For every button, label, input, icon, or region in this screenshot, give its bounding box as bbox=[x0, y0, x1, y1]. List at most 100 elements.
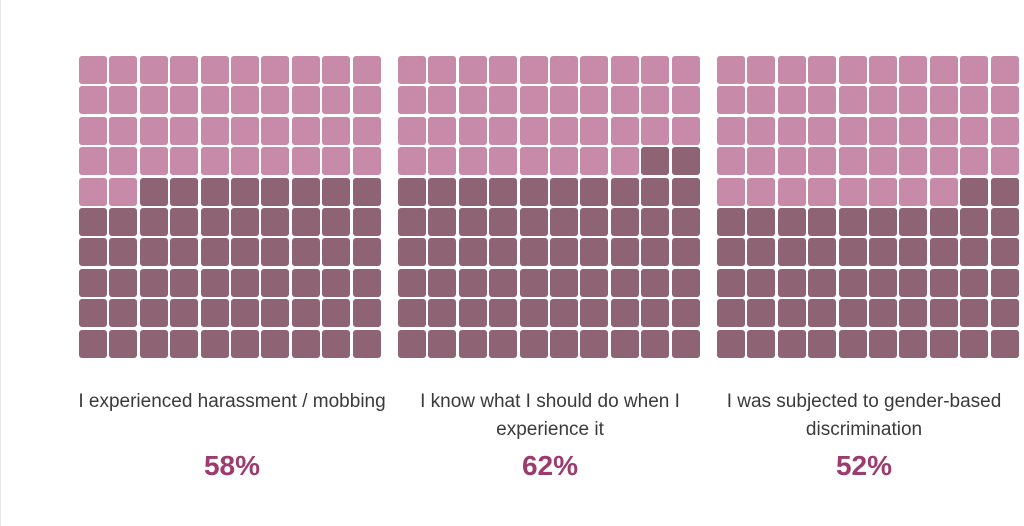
waffle-cell-filled bbox=[519, 177, 548, 206]
waffle-cell-filled bbox=[777, 299, 806, 328]
waffle-cell-empty bbox=[109, 147, 138, 176]
waffle-cell-filled bbox=[580, 268, 609, 297]
waffle-chart-1 bbox=[79, 56, 383, 360]
waffle-cell-filled bbox=[291, 329, 320, 358]
waffle-grid bbox=[79, 56, 383, 360]
waffle-cell-filled bbox=[352, 177, 381, 206]
waffle-cell-filled bbox=[322, 329, 351, 358]
waffle-cell-filled bbox=[261, 329, 290, 358]
waffle-cell-empty bbox=[899, 177, 928, 206]
waffle-cell-filled bbox=[960, 177, 989, 206]
waffle-cell-filled bbox=[291, 238, 320, 267]
waffle-cell-filled bbox=[352, 238, 381, 267]
waffle-cell-filled bbox=[291, 177, 320, 206]
waffle-cell-empty bbox=[747, 86, 776, 115]
waffle-cell-empty bbox=[580, 56, 609, 84]
waffle-cell-filled bbox=[960, 268, 989, 297]
waffle-cell-filled bbox=[990, 268, 1019, 297]
waffle-cell-filled bbox=[610, 238, 639, 267]
waffle-cell-filled bbox=[899, 208, 928, 236]
waffle-cell-filled bbox=[489, 268, 518, 297]
waffle-cell-filled bbox=[641, 238, 670, 267]
waffle-cell-empty bbox=[109, 177, 138, 206]
waffle-cell-filled bbox=[519, 268, 548, 297]
waffle-cell-empty bbox=[398, 86, 426, 115]
waffle-cell-filled bbox=[929, 208, 958, 236]
waffle-cell-filled bbox=[899, 299, 928, 328]
waffle-cell-filled bbox=[109, 299, 138, 328]
left-border bbox=[0, 0, 1, 526]
waffle-cell-filled bbox=[139, 268, 168, 297]
waffle-cell-empty bbox=[428, 147, 457, 176]
waffle-cell-empty bbox=[458, 86, 487, 115]
waffle-cell-empty bbox=[929, 177, 958, 206]
waffle-cell-empty bbox=[79, 56, 107, 84]
chart-caption-2: I know what I should do when I experienc… bbox=[420, 391, 680, 440]
waffle-cell-empty bbox=[990, 116, 1019, 145]
waffle-cell-filled bbox=[869, 208, 897, 236]
waffle-cell-filled bbox=[990, 238, 1019, 267]
waffle-cell-filled bbox=[139, 299, 168, 328]
waffle-cell-filled bbox=[808, 268, 837, 297]
waffle-cell-empty bbox=[261, 56, 290, 84]
waffle-cell-filled bbox=[610, 329, 639, 358]
waffle-cell-filled bbox=[929, 238, 958, 267]
waffle-chart-3 bbox=[717, 56, 1021, 360]
waffle-cell-empty bbox=[960, 86, 989, 115]
waffle-cell-empty bbox=[109, 116, 138, 145]
waffle-cell-empty bbox=[717, 177, 745, 206]
waffle-cell-filled bbox=[960, 329, 989, 358]
waffle-cell-filled bbox=[929, 299, 958, 328]
waffle-cell-filled bbox=[960, 238, 989, 267]
waffle-cell-empty bbox=[291, 147, 320, 176]
waffle-cell-empty bbox=[869, 147, 897, 176]
waffle-cell-filled bbox=[79, 268, 107, 297]
waffle-cell-filled bbox=[717, 208, 745, 236]
waffle-cell-filled bbox=[641, 299, 670, 328]
waffle-cell-filled bbox=[519, 329, 548, 358]
waffle-cell-filled bbox=[717, 238, 745, 267]
waffle-cell-filled bbox=[352, 329, 381, 358]
waffle-cell-filled bbox=[990, 329, 1019, 358]
waffle-cell-filled bbox=[671, 147, 700, 176]
waffle-cell-empty bbox=[808, 147, 837, 176]
waffle-cell-filled bbox=[899, 329, 928, 358]
waffle-cell-empty bbox=[838, 86, 867, 115]
waffle-cell-filled bbox=[960, 208, 989, 236]
waffle-cell-filled bbox=[929, 268, 958, 297]
waffle-cell-empty bbox=[231, 56, 259, 84]
waffle-cell-empty bbox=[109, 56, 138, 84]
waffle-cell-empty bbox=[550, 116, 578, 145]
waffle-cell-filled bbox=[641, 329, 670, 358]
waffle-cell-filled bbox=[808, 208, 837, 236]
waffle-cell-empty bbox=[519, 147, 548, 176]
waffle-cell-filled bbox=[580, 208, 609, 236]
waffle-chart-2 bbox=[398, 56, 702, 360]
waffle-cell-filled bbox=[838, 329, 867, 358]
waffle-cell-empty bbox=[808, 177, 837, 206]
waffle-cell-filled bbox=[398, 299, 426, 328]
waffle-cell-empty bbox=[960, 116, 989, 145]
waffle-cell-filled bbox=[428, 238, 457, 267]
waffle-cell-filled bbox=[291, 299, 320, 328]
waffle-cell-empty bbox=[519, 116, 548, 145]
waffle-cell-empty bbox=[808, 116, 837, 145]
waffle-cell-empty bbox=[291, 86, 320, 115]
waffle-cell-filled bbox=[398, 208, 426, 236]
waffle-cell-empty bbox=[139, 116, 168, 145]
waffle-cell-empty bbox=[929, 116, 958, 145]
waffle-cell-empty bbox=[519, 56, 548, 84]
waffle-cell-filled bbox=[671, 329, 700, 358]
waffle-cell-empty bbox=[200, 116, 229, 145]
waffle-cell-empty bbox=[398, 147, 426, 176]
waffle-cell-empty bbox=[671, 86, 700, 115]
waffle-cell-filled bbox=[777, 208, 806, 236]
waffle-cell-empty bbox=[610, 116, 639, 145]
waffle-cell-filled bbox=[747, 299, 776, 328]
waffle-cell-empty bbox=[838, 116, 867, 145]
waffle-cell-empty bbox=[929, 147, 958, 176]
waffle-cell-filled bbox=[869, 268, 897, 297]
waffle-cell-filled bbox=[139, 177, 168, 206]
waffle-cell-empty bbox=[79, 147, 107, 176]
waffle-grid bbox=[398, 56, 702, 360]
